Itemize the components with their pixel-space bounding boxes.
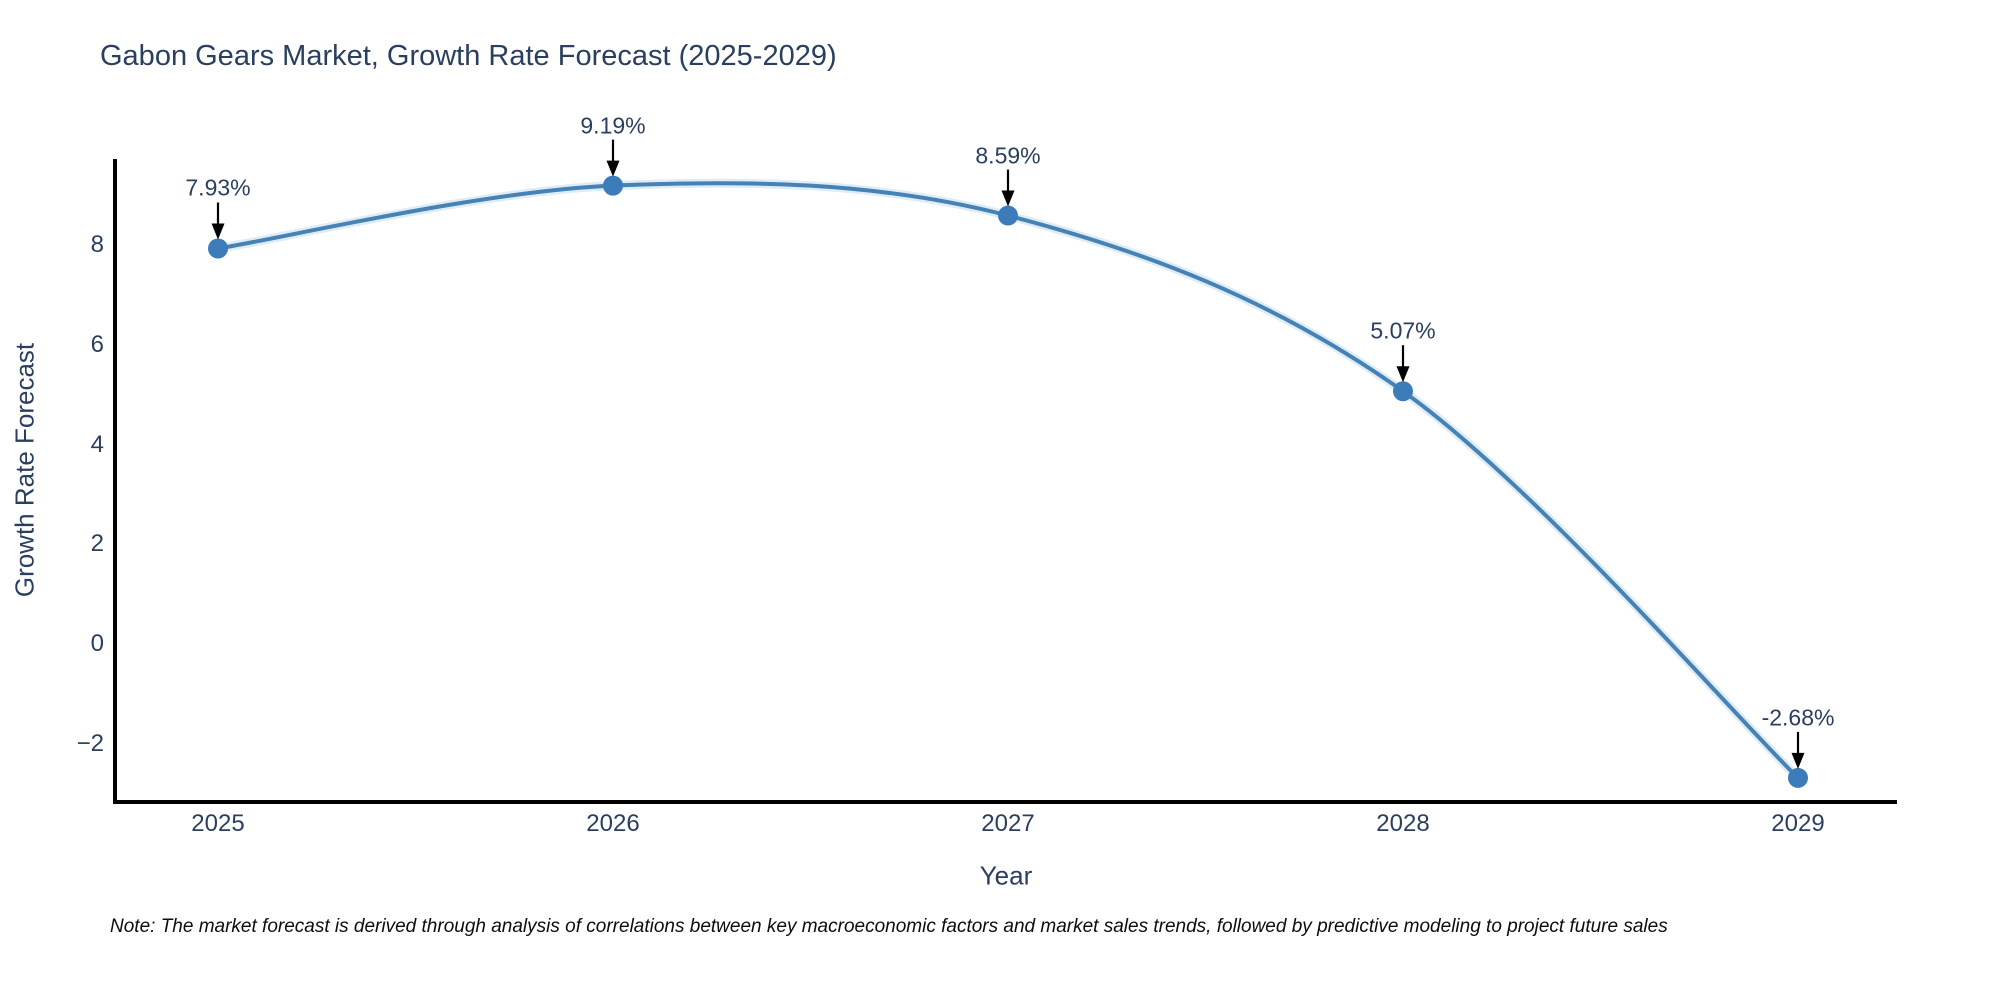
- annotation-arrowhead: [1396, 366, 1410, 383]
- y-axis-line: [113, 159, 117, 804]
- footnote: Note: The market forecast is derived thr…: [110, 916, 1668, 937]
- x-tick-label: 2026: [586, 810, 640, 837]
- annotation-label: -2.68%: [1761, 704, 1835, 731]
- data-point-marker: [208, 238, 228, 259]
- chart-title: Gabon Gears Market, Growth Rate Forecast…: [100, 40, 837, 72]
- data-point-marker: [603, 175, 623, 196]
- series-line: [217, 181, 1800, 780]
- y-tick-label: 4: [90, 430, 104, 458]
- y-tick-label: 6: [90, 330, 104, 358]
- y-tick-label: 0: [90, 630, 104, 658]
- annotation-label: 9.19%: [580, 112, 646, 139]
- y-tick-label: 2: [90, 530, 104, 558]
- data-point-marker: [1788, 767, 1808, 788]
- x-axis-title: Year: [979, 860, 1033, 891]
- annotation-label: 7.93%: [185, 174, 251, 201]
- y-tick-label: −2: [76, 730, 104, 757]
- annotation-arrowhead: [211, 223, 225, 240]
- annotation-arrowhead: [1001, 190, 1015, 207]
- annotation-arrowhead: [606, 160, 620, 177]
- annotation-arrowhead: [1791, 752, 1805, 769]
- x-axis-line: [113, 800, 1897, 804]
- y-axis-title: Growth Rate Forecast: [9, 342, 40, 598]
- data-point-marker: [1393, 381, 1413, 402]
- series-line-halo: [217, 178, 1802, 782]
- y-tick-label: 8: [90, 231, 104, 258]
- annotation-label: 5.07%: [1370, 317, 1436, 344]
- annotation-label: 8.59%: [975, 142, 1041, 169]
- data-point-marker: [998, 205, 1018, 226]
- x-tick-label: 2027: [981, 810, 1035, 837]
- x-tick-label: 2028: [1376, 810, 1430, 837]
- x-tick-label: 2025: [191, 810, 245, 837]
- x-tick-label: 2029: [1771, 810, 1825, 837]
